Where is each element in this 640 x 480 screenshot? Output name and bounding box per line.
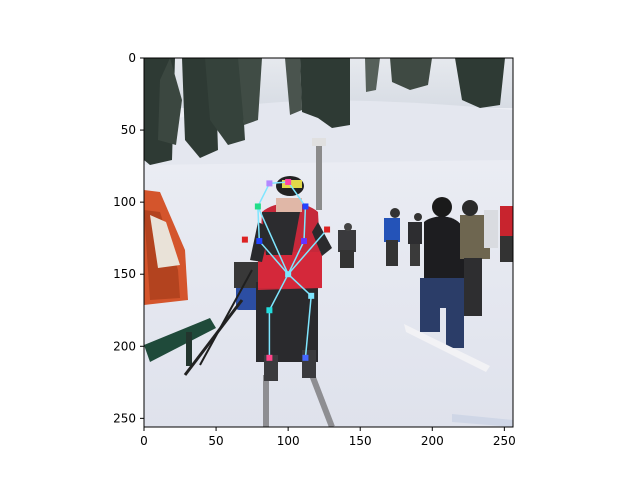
keypoint-head-left	[266, 180, 273, 187]
skeleton-edge-pelvis-left-knee	[268, 273, 289, 311]
x-axis: 0 50 100 150 200 250	[140, 427, 516, 448]
skeleton-edge-left-elbow-pelvis	[258, 240, 289, 275]
pose-keypoints	[241, 178, 331, 361]
keypoint-left-ankle	[266, 354, 273, 361]
green-bench	[144, 318, 216, 362]
background-skiers	[338, 197, 513, 427]
skeleton-edge-head-top-right-shoulder	[287, 181, 307, 207]
y-tick-label: 50	[121, 123, 136, 137]
y-tick-label: 0	[128, 51, 136, 65]
skeleton-edge-pelvis-right-hand	[287, 229, 328, 275]
y-tick-label: 200	[113, 339, 136, 353]
skeleton-edge-left-shoulder-pelvis	[257, 206, 289, 275]
axes-frame	[143, 57, 514, 428]
orange-shelter	[144, 190, 188, 305]
keypoint-left-knee	[266, 307, 273, 314]
skeleton-edge-right-elbow-pelvis	[287, 240, 305, 275]
keypoint-pelvis	[285, 271, 292, 278]
x-tick-label: 100	[277, 434, 300, 448]
skeleton-edge-left-shoulder-left-elbow	[257, 206, 261, 242]
y-axis: 0 50 100 150 200 250	[113, 51, 144, 425]
keypoint-right-elbow	[300, 238, 307, 245]
pine-trees	[144, 58, 505, 165]
keypoint-left-shoulder	[254, 203, 261, 210]
ski-slope-photo	[144, 58, 513, 427]
y-tick-label: 250	[113, 411, 136, 425]
pose-skeleton	[257, 181, 328, 358]
keypoint-right-hand	[324, 226, 331, 233]
skeleton-edge-right-knee-right-ankle	[304, 295, 312, 358]
y-tick-label: 150	[113, 267, 136, 281]
keypoint-left-hand	[241, 236, 248, 243]
skeleton-edge-head-left-left-shoulder	[257, 183, 271, 207]
skeleton-edge-head-top-head-left	[269, 181, 289, 185]
x-tick-label: 0	[140, 434, 148, 448]
keypoint-right-ankle	[302, 354, 309, 361]
keypoint-head-top	[285, 178, 292, 185]
skeleton-edge-pelvis-right-knee	[287, 273, 312, 297]
x-tick-label: 250	[493, 434, 516, 448]
keypoint-left-elbow	[256, 238, 263, 245]
keypoint-right-shoulder	[302, 203, 309, 210]
skeleton-edge-right-shoulder-right-elbow	[303, 206, 307, 242]
x-tick-label: 150	[349, 434, 372, 448]
keypoint-right-knee	[308, 292, 315, 299]
y-tick-label: 100	[113, 195, 136, 209]
x-tick-label: 200	[421, 434, 444, 448]
x-tick-label: 50	[208, 434, 223, 448]
